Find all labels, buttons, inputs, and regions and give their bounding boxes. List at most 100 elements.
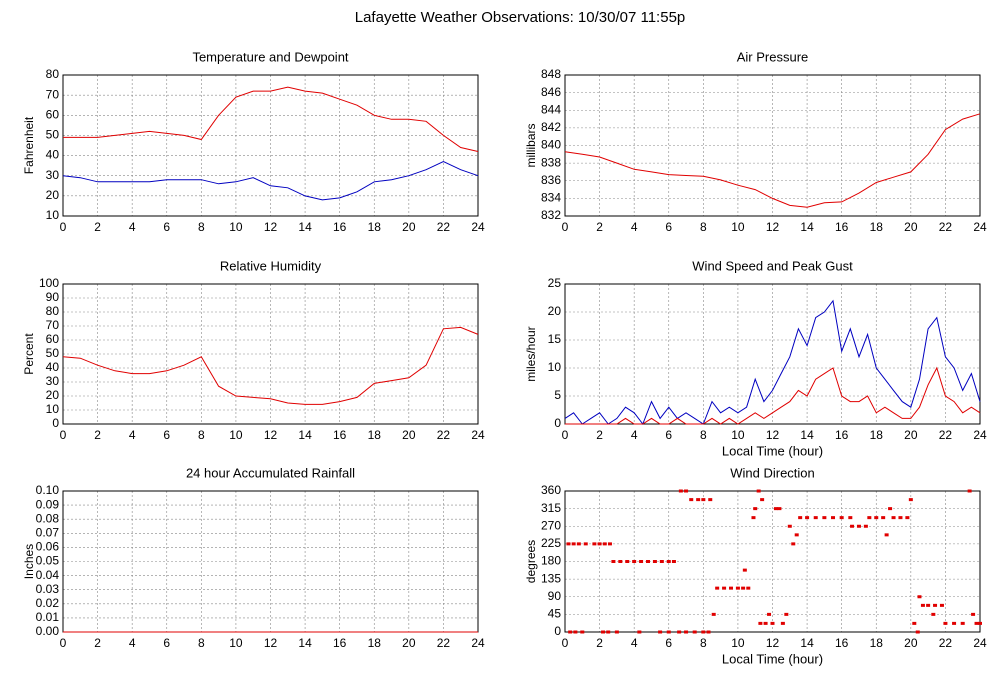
data-point bbox=[780, 621, 785, 625]
y-tick-label: 10 bbox=[46, 402, 60, 416]
y-tick-label: 0.05 bbox=[36, 554, 60, 568]
x-tick-label: 14 bbox=[298, 636, 312, 650]
x-tick-label: 2 bbox=[94, 428, 101, 442]
y-tick-label: 50 bbox=[46, 128, 60, 142]
data-point bbox=[678, 489, 683, 493]
x-tick-label: 22 bbox=[437, 636, 451, 650]
x-tick-label: 24 bbox=[973, 636, 987, 650]
x-tick-label: 4 bbox=[129, 636, 136, 650]
data-point bbox=[652, 560, 657, 563]
data-line bbox=[564, 299, 981, 426]
x-tick-label: 12 bbox=[264, 636, 278, 650]
x-tick-label: 18 bbox=[870, 636, 884, 650]
x-tick-label: 22 bbox=[437, 428, 451, 442]
x-tick-label: 0 bbox=[60, 428, 67, 442]
x-tick-label: 6 bbox=[163, 428, 170, 442]
data-point bbox=[881, 516, 886, 520]
x-tick-label: 10 bbox=[731, 428, 745, 442]
x-tick-label: 8 bbox=[700, 636, 707, 650]
y-tick-label: 135 bbox=[541, 571, 561, 585]
x-tick-label: 22 bbox=[437, 220, 451, 234]
y-tick-label: 848 bbox=[541, 67, 561, 81]
y-tick-label: 0 bbox=[554, 624, 561, 638]
data-point bbox=[729, 586, 733, 590]
y-tick-label: 0.02 bbox=[36, 596, 60, 610]
chart-title: Wind Speed and Peak Gust bbox=[692, 258, 853, 273]
x-tick-label: 24 bbox=[471, 428, 485, 442]
data-point bbox=[758, 621, 763, 625]
data-point bbox=[777, 507, 782, 511]
y-tick-label: 10 bbox=[548, 360, 562, 374]
x-tick-label: 14 bbox=[800, 636, 814, 650]
data-point bbox=[971, 612, 976, 616]
x-tick-label: 4 bbox=[129, 220, 136, 234]
y-axis-label: millibars bbox=[524, 123, 538, 167]
data-line bbox=[565, 366, 981, 425]
y-axis-label: Percent bbox=[22, 333, 36, 375]
y-tick-label: 360 bbox=[541, 483, 561, 497]
data-point bbox=[580, 630, 585, 634]
y-tick-label: 834 bbox=[541, 191, 561, 205]
x-tick-label: 0 bbox=[562, 220, 569, 234]
y-tick-label: 30 bbox=[46, 168, 60, 182]
data-point bbox=[773, 507, 778, 511]
x-tick-label: 2 bbox=[596, 428, 603, 442]
plot-frame bbox=[62, 283, 479, 425]
x-tick-label: 4 bbox=[631, 428, 638, 442]
plot-frame bbox=[564, 74, 981, 217]
y-tick-label: 20 bbox=[548, 304, 562, 318]
y-tick-label: 80 bbox=[46, 67, 60, 81]
plot-frame bbox=[62, 74, 479, 217]
y-tick-label: 844 bbox=[541, 102, 561, 116]
y-tick-label: 20 bbox=[46, 188, 60, 202]
x-tick-label: 18 bbox=[368, 220, 382, 234]
data-point bbox=[967, 489, 972, 493]
x-tick-label: 2 bbox=[596, 220, 603, 234]
y-tick-label: 838 bbox=[541, 155, 561, 169]
data-point bbox=[658, 630, 663, 634]
y-tick-label: 0 bbox=[554, 416, 561, 430]
x-tick-label: 24 bbox=[973, 428, 987, 442]
x-tick-label: 20 bbox=[904, 428, 918, 442]
data-point bbox=[597, 542, 602, 546]
x-tick-label: 4 bbox=[631, 636, 638, 650]
y-tick-label: 45 bbox=[548, 607, 562, 621]
x-tick-label: 0 bbox=[562, 428, 569, 442]
data-point bbox=[770, 621, 775, 625]
data-point bbox=[639, 560, 644, 563]
data-point bbox=[583, 542, 588, 546]
y-tick-label: 846 bbox=[541, 85, 561, 99]
data-point bbox=[692, 630, 697, 634]
y-tick-label: 842 bbox=[541, 120, 561, 134]
data-point bbox=[912, 621, 917, 625]
data-point bbox=[874, 516, 879, 520]
y-tick-label: 0.09 bbox=[36, 497, 60, 511]
x-tick-label: 16 bbox=[333, 220, 347, 234]
data-point bbox=[751, 516, 756, 520]
y-axis-label: miles/hour bbox=[524, 326, 538, 381]
data-point bbox=[666, 560, 671, 563]
y-tick-label: 70 bbox=[46, 318, 60, 332]
y-axis-label: Inches bbox=[22, 544, 36, 579]
data-point bbox=[611, 560, 616, 563]
x-tick-label: 18 bbox=[368, 428, 382, 442]
x-tick-label: 20 bbox=[402, 636, 416, 650]
data-point bbox=[763, 621, 768, 625]
data-point bbox=[741, 586, 746, 590]
data-point bbox=[671, 560, 676, 563]
x-tick-label: 20 bbox=[904, 220, 918, 234]
data-point bbox=[742, 568, 747, 572]
x-tick-label: 22 bbox=[939, 428, 953, 442]
x-tick-label: 18 bbox=[870, 220, 884, 234]
data-point bbox=[888, 507, 893, 511]
data-point bbox=[905, 516, 910, 520]
data-point bbox=[767, 612, 772, 616]
x-tick-label: 14 bbox=[800, 428, 814, 442]
x-tick-label: 6 bbox=[665, 428, 672, 442]
data-point bbox=[566, 542, 571, 546]
x-tick-label: 2 bbox=[94, 636, 101, 650]
data-point bbox=[607, 542, 612, 546]
x-tick-label: 8 bbox=[198, 636, 205, 650]
data-point bbox=[898, 516, 903, 520]
plot-frame bbox=[564, 490, 981, 633]
